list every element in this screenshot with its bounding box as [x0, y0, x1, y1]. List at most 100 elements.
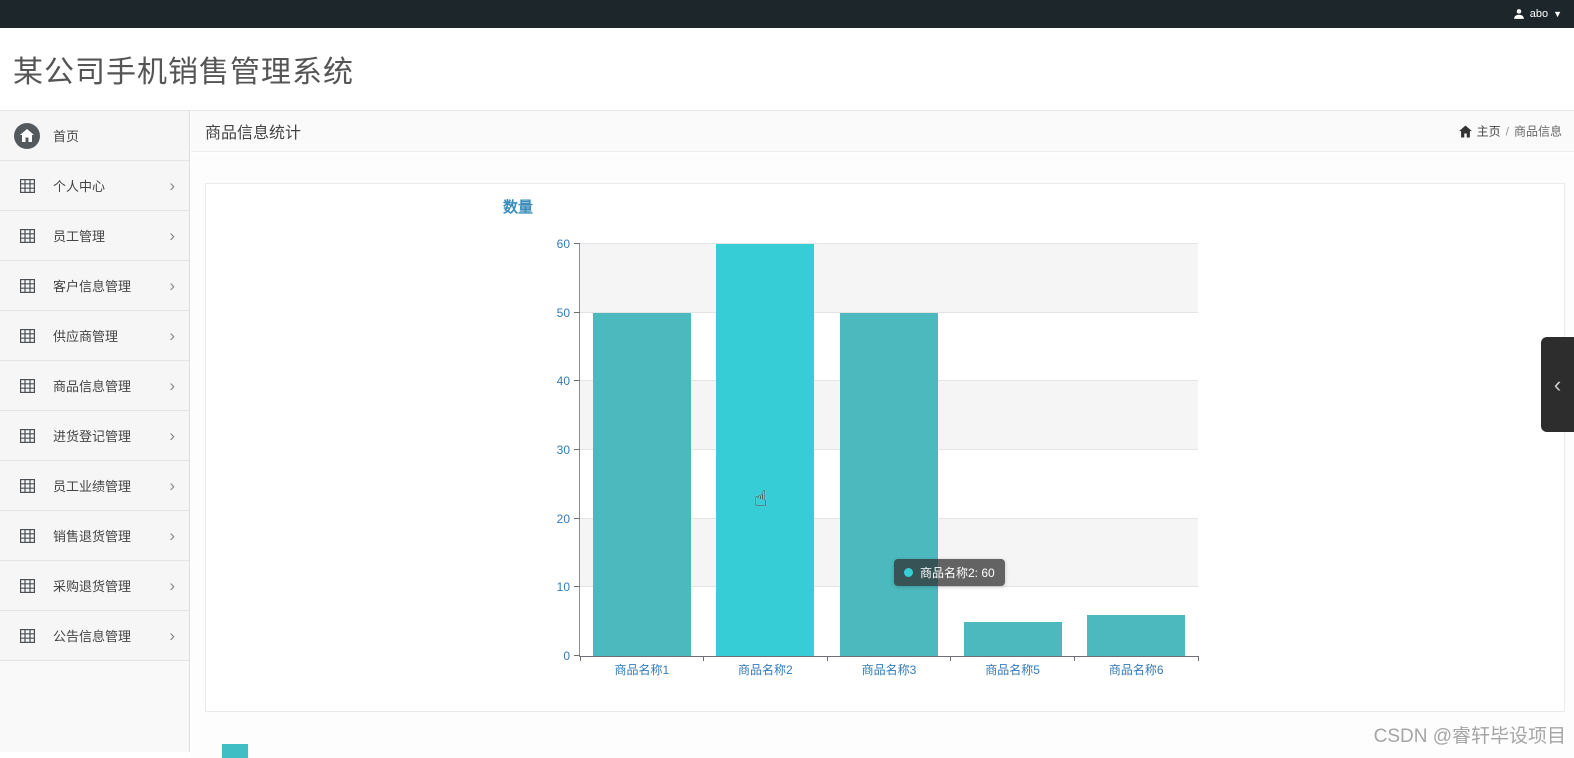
sidebar-item-label: 员工管理 — [53, 229, 106, 244]
x-axis-tick — [703, 656, 705, 661]
sidebar-item-employee-performance[interactable]: 员工业绩管理 › — [0, 461, 189, 511]
sidebar-item-notice-info[interactable]: 公告信息管理 › — [0, 611, 189, 661]
sidebar-item-purchase-register[interactable]: 进货登记管理 › — [0, 411, 189, 461]
x-axis-tick — [826, 656, 828, 661]
y-axis-tick — [574, 311, 580, 313]
chevron-right-icon: › — [169, 376, 175, 395]
sidebar-item-label: 采购退货管理 — [53, 579, 132, 594]
sidebar-item-label: 个人中心 — [53, 179, 106, 194]
user-menu[interactable]: abo ▼ — [1513, 0, 1562, 28]
home-icon — [1458, 125, 1472, 137]
bar-商品名称3[interactable] — [840, 312, 938, 656]
sidebar-item-customer-info[interactable]: 客户信息管理 › — [0, 261, 189, 311]
y-axis-tick — [574, 380, 580, 382]
grid-icon — [14, 478, 40, 493]
breadcrumb: 主页 / 商品信息 — [1458, 123, 1562, 140]
x-axis-tick — [579, 656, 581, 661]
app-title: 某公司手机销售管理系统 — [13, 56, 354, 89]
breadcrumb-current: 商品信息 — [1513, 124, 1562, 139]
x-axis-label: 商品名称3 — [861, 663, 917, 677]
content-area: 数量 0 10 20 30 40 50 60 商品名称1 商品名称2 商品名称3 商品名称5 商品名称… — [191, 153, 1574, 758]
sidebar-item-profile[interactable]: 个人中心 › — [0, 161, 189, 211]
chevron-right-icon: › — [169, 576, 175, 595]
sidebar-item-supplier[interactable]: 供应商管理 › — [0, 311, 189, 361]
sidebar-item-label: 公告信息管理 — [53, 629, 132, 644]
sidebar-item-purchase-return[interactable]: 采购退货管理 › — [0, 561, 189, 611]
chevron-right-icon: › — [169, 426, 175, 445]
breadcrumb-home-link[interactable]: 主页 — [1476, 124, 1501, 139]
bar-商品名称2[interactable] — [716, 244, 815, 656]
chevron-right-icon: › — [169, 276, 175, 295]
y-axis-tick — [574, 655, 580, 656]
sidebar-item-label: 商品信息管理 — [53, 379, 132, 394]
bar-商品名称5[interactable] — [963, 621, 1062, 656]
x-axis-label: 商品名称2 — [738, 663, 793, 677]
x-axis-label: 商品名称6 — [1108, 663, 1164, 677]
panel-toggle-handle[interactable]: ‹ — [1541, 337, 1574, 432]
y-axis-label: 20 — [556, 511, 570, 526]
sidebar-item-label: 客户信息管理 — [53, 279, 132, 294]
hand-cursor-icon: ☝ — [754, 486, 768, 511]
x-axis-tick — [950, 656, 952, 661]
sidebar-item-label: 销售退货管理 — [53, 529, 132, 544]
home-icon — [14, 122, 40, 149]
page-title: 商品信息统计 — [205, 125, 302, 142]
y-axis-tick — [574, 586, 580, 588]
grid-icon — [14, 528, 40, 543]
y-axis-label: 50 — [556, 305, 570, 320]
y-axis-label: 10 — [556, 580, 570, 595]
y-axis-tick — [574, 449, 580, 450]
chart-title: 数量 — [503, 199, 534, 216]
app-header: 某公司手机销售管理系统 — [0, 28, 1574, 111]
chart-plot: 0 10 20 30 40 50 60 商品名称1 商品名称2 商品名称3 商品名称5 商品名称6 — [557, 237, 1199, 677]
grid-icon — [14, 378, 40, 393]
x-axis-tick — [1073, 656, 1075, 661]
watermark: CSDN @睿轩毕设项目 — [1373, 726, 1566, 747]
grid-icon — [14, 278, 40, 293]
plot-band — [580, 244, 1198, 313]
chevron-right-icon: › — [169, 176, 175, 195]
sidebar-item-label: 供应商管理 — [53, 329, 119, 344]
username: abo — [1529, 8, 1549, 20]
grid-icon — [14, 328, 40, 343]
sidebar-item-sales-return[interactable]: 销售退货管理 › — [0, 511, 189, 561]
y-axis-label: 40 — [556, 374, 570, 389]
grid-icon — [14, 628, 40, 643]
bar-商品名称6[interactable] — [1087, 614, 1186, 656]
chart-tooltip: 商品名称2: 60 — [894, 559, 1005, 586]
grid-icon — [14, 428, 40, 443]
chevron-right-icon: › — [169, 226, 175, 245]
chevron-right-icon: › — [169, 326, 175, 345]
gridline — [580, 243, 1198, 244]
x-axis-tick — [1197, 656, 1199, 661]
topbar: abo ▼ — [0, 0, 1574, 28]
y-axis-tick — [574, 517, 580, 519]
y-axis-tick — [574, 243, 580, 244]
sidebar-item-home[interactable]: 首页 — [0, 111, 189, 161]
sidebar: 首页 个人中心 › 员工管理 › 客户信息管理 › 供应商管理 › 商品信息管理 › 进货登记管理 › 员… — [0, 111, 190, 752]
chevron-left-icon: ‹ — [1553, 371, 1562, 397]
chevron-right-icon: › — [169, 626, 175, 645]
breadcrumb-separator: / — [1505, 124, 1509, 138]
gridline — [580, 311, 1198, 313]
bar-商品名称1[interactable] — [592, 312, 691, 656]
chart-panel: 数量 0 10 20 30 40 50 60 商品名称1 商品名称2 商品名称3 商品名称5 商品名称… — [205, 183, 1565, 712]
tooltip-text: 商品名称2: 60 — [920, 566, 995, 580]
user-icon — [1513, 8, 1525, 20]
chevron-right-icon: › — [169, 476, 175, 495]
sidebar-item-product-info[interactable]: 商品信息管理 › — [0, 361, 189, 411]
grid-icon — [14, 178, 40, 193]
breadcrumb-bar: 商品信息统计 主页 / 商品信息 — [191, 111, 1574, 152]
series-dot-icon — [904, 568, 913, 577]
caret-down-icon: ▼ — [1553, 9, 1562, 19]
sidebar-item-label: 员工业绩管理 — [53, 479, 132, 494]
y-axis-label: 60 — [556, 237, 570, 251]
sidebar-item-employee[interactable]: 员工管理 › — [0, 211, 189, 261]
grid-icon — [14, 228, 40, 243]
sidebar-item-label: 进货登记管理 — [53, 429, 132, 444]
chevron-right-icon: › — [169, 526, 175, 545]
sidebar-item-label: 首页 — [53, 129, 80, 144]
y-axis-label: 30 — [556, 443, 570, 457]
x-axis-label: 商品名称1 — [614, 663, 670, 677]
grid-icon — [14, 578, 40, 593]
